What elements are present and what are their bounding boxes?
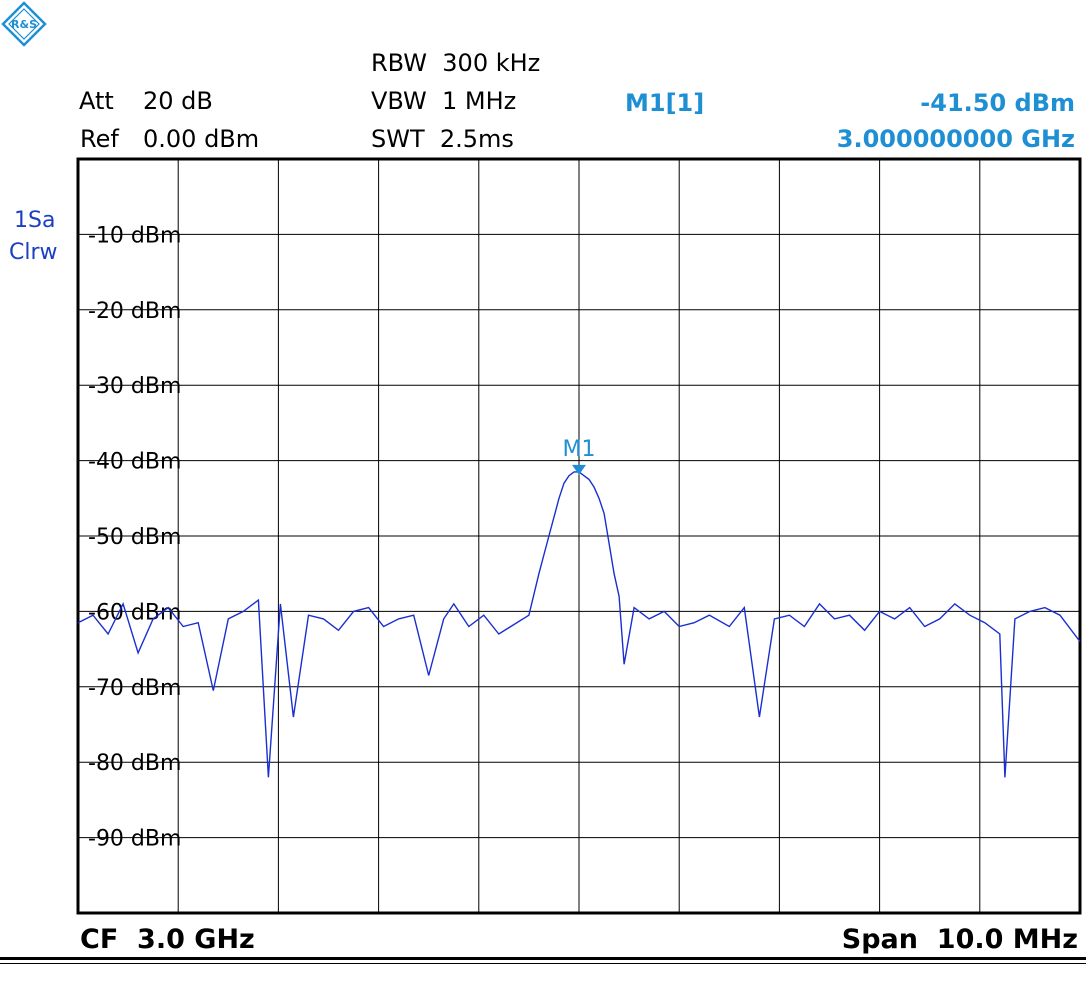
swt-setting: SWT 2.5ms — [371, 125, 514, 153]
footer-rule-thin — [0, 963, 1086, 964]
y-tick-label: -30 dBm — [88, 374, 181, 399]
grid — [76, 157, 1082, 915]
svg-text:R&S: R&S — [11, 18, 37, 31]
trace-line — [77, 471, 1081, 778]
y-tick-labels: -10 dBm -20 dBm -30 dBm -40 dBm -50 dBm -60 d… — [88, 223, 181, 851]
att-label: Att — [79, 87, 114, 115]
marker-text: M1 — [563, 437, 596, 462]
ref-label: Ref — [80, 125, 119, 153]
trace-info-mode: Clrw — [9, 240, 58, 265]
marker-level: -41.50 dBm — [920, 89, 1075, 117]
y-tick-label: -50 dBm — [88, 525, 181, 550]
y-tick-label: -70 dBm — [88, 676, 181, 701]
footer-rule — [0, 957, 1086, 960]
trace-series — [77, 471, 1081, 778]
att-value: 20 dB — [143, 87, 213, 115]
vbw-setting: VBW 1 MHz — [371, 87, 517, 115]
y-tick-label: -20 dBm — [88, 299, 181, 324]
rbw-setting: RBW 300 kHz — [371, 49, 541, 77]
marker-triangle — [572, 464, 586, 475]
ref-value: 0.00 dBm — [143, 125, 260, 153]
marker-group: M1 — [563, 437, 596, 475]
plot-frame — [76, 157, 1082, 915]
y-tick-label: -80 dBm — [88, 751, 181, 776]
y-tick-label: -40 dBm — [88, 450, 181, 475]
logo-icon: R&S — [1, 1, 47, 47]
y-tick-label: -10 dBm — [88, 223, 181, 248]
trace-info-sample: 1Sa — [14, 208, 56, 233]
y-tick-label: -90 dBm — [88, 827, 181, 852]
span-value: Span 10.0 MHz — [841, 924, 1078, 955]
center-frequency: CF 3.0 GHz — [80, 924, 255, 955]
marker-label: M1[1] — [625, 89, 705, 117]
marker-frequency: 3.000000000 GHz — [836, 125, 1075, 153]
y-tick-label: -60 dBm — [88, 600, 181, 625]
